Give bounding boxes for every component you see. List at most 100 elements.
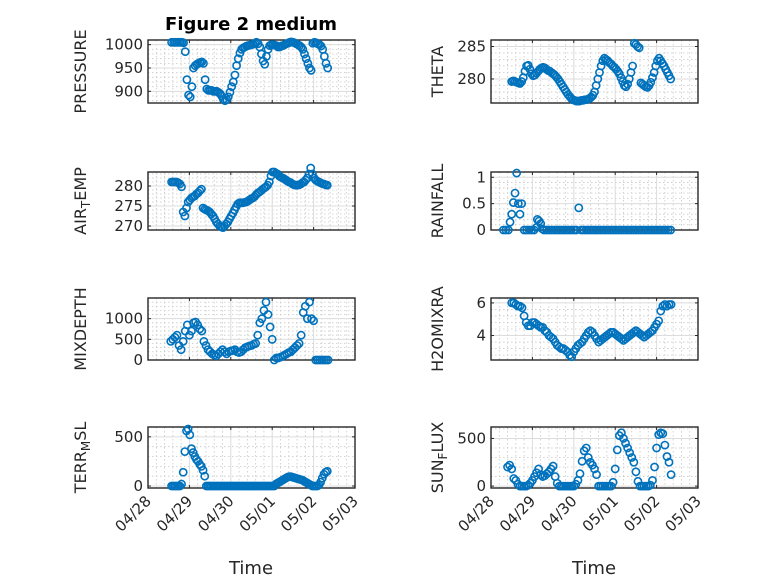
data-point xyxy=(200,471,210,481)
y-tick-label: 950 xyxy=(114,59,143,77)
data-point xyxy=(306,65,316,75)
data-point xyxy=(251,339,261,348)
data-point xyxy=(220,347,229,357)
data-point xyxy=(180,47,190,57)
axes-box xyxy=(147,39,356,104)
data-point xyxy=(633,42,642,51)
data-point xyxy=(612,445,622,455)
data-point xyxy=(664,457,674,467)
data-point xyxy=(662,452,672,461)
data-point xyxy=(178,467,188,477)
y-axis-label: THETA xyxy=(428,46,447,98)
data-point xyxy=(176,345,186,355)
data-point xyxy=(536,470,546,480)
axes-box xyxy=(147,297,356,361)
data-point xyxy=(654,316,664,326)
data-point xyxy=(666,300,676,309)
subplot-terr-msl: 0 500 TERRMSL 04/2804/2904/3005/0105/0205/0… xyxy=(71,422,362,536)
data-point xyxy=(172,330,182,340)
axes-box xyxy=(490,39,699,104)
data-point xyxy=(195,324,205,334)
y-tick-label: 0 xyxy=(133,351,143,369)
data-point xyxy=(650,462,659,472)
data-point xyxy=(264,177,274,187)
plot-area xyxy=(491,427,698,488)
data-point xyxy=(515,301,525,311)
y-tick-label: 500 xyxy=(457,429,486,447)
data-point xyxy=(294,339,304,348)
data-point xyxy=(666,225,676,235)
data-point xyxy=(261,297,271,307)
x-tick-label-left: 05/01 xyxy=(236,492,279,535)
data-point xyxy=(507,209,517,219)
data-point xyxy=(634,43,644,53)
data-point xyxy=(513,199,523,209)
data-point xyxy=(567,352,577,362)
data-point xyxy=(233,54,243,64)
data-point xyxy=(656,306,666,316)
subplot-mixdepth: 0 500 1000 MIXDEPTH xyxy=(71,287,356,371)
data-point xyxy=(512,168,522,178)
x-tick-label-right: 05/03 xyxy=(662,492,705,535)
subplot-theta: 280 285 THETA xyxy=(428,37,699,106)
y-axis-label: RAINFALL xyxy=(428,164,447,239)
data-point xyxy=(225,87,235,97)
data-point xyxy=(306,163,316,173)
x-tick-label-left: 05/03 xyxy=(319,492,362,535)
axes-box xyxy=(490,426,699,489)
data-point xyxy=(621,438,630,448)
data-point xyxy=(267,334,277,344)
data-point xyxy=(223,92,233,102)
data-point xyxy=(195,186,205,196)
data-point xyxy=(301,54,311,64)
data-point xyxy=(260,59,270,69)
figure-title: Figure 2 medium xyxy=(165,14,337,35)
data-point xyxy=(175,481,185,491)
data-point xyxy=(604,329,614,339)
data-point xyxy=(200,75,210,85)
data-point xyxy=(646,77,656,87)
data-point xyxy=(177,182,186,192)
data-point xyxy=(322,466,332,476)
data-point xyxy=(583,453,593,462)
data-point xyxy=(184,330,194,340)
data-point xyxy=(170,332,180,342)
data-point xyxy=(230,70,240,80)
data-point xyxy=(627,453,637,462)
data-point xyxy=(652,443,661,453)
y-tick-label: 0 xyxy=(133,477,143,495)
data-point xyxy=(323,355,333,365)
plot-area xyxy=(148,40,355,103)
x-tick-label-left: 05/02 xyxy=(277,492,320,535)
data-point xyxy=(321,58,331,68)
y-axis-label: AIRTEMP xyxy=(71,167,93,235)
data-point xyxy=(631,467,641,477)
data-point xyxy=(184,90,193,100)
data-point xyxy=(177,479,186,489)
data-point xyxy=(180,211,190,221)
data-point xyxy=(610,464,620,474)
x-tick-label-left: 04/28 xyxy=(112,492,155,535)
data-point xyxy=(323,63,333,73)
data-point xyxy=(305,297,314,307)
y-tick-label: 6 xyxy=(476,294,486,312)
plot-area xyxy=(148,298,355,360)
x-tick-label-left: 04/30 xyxy=(194,492,237,535)
data-point xyxy=(660,300,670,309)
data-point xyxy=(623,443,633,453)
data-point xyxy=(182,203,191,213)
data-point xyxy=(178,336,188,346)
data-point xyxy=(534,464,544,474)
data-point xyxy=(569,481,579,491)
subplot-sun-flux: 0 500 SUNFLUX04/2804/2904/3005/0105/0205/0… xyxy=(428,422,705,536)
x-tick-label-right: 05/01 xyxy=(579,492,622,535)
data-point xyxy=(575,469,585,479)
data-point xyxy=(197,326,207,336)
data-point xyxy=(296,330,306,340)
x-tick-label-right: 04/30 xyxy=(537,492,580,535)
y-tick-label: 4 xyxy=(476,327,486,345)
subplot-pressure: 900 950 1000 PRESSURE xyxy=(71,29,356,114)
y-axis-label: SUNFLUX xyxy=(428,422,450,494)
y-tick-label: 0.5 xyxy=(462,195,486,213)
